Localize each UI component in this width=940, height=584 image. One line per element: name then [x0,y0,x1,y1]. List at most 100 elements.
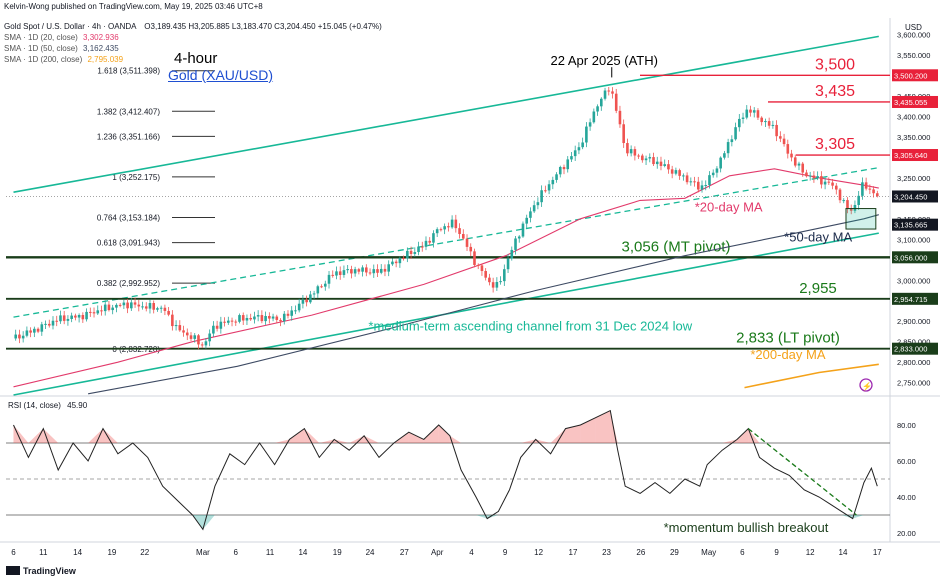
candle-body [208,333,211,342]
price-tag-text: 3,204.450 [894,192,927,201]
candle-body [704,185,708,187]
candle-body [458,228,461,235]
candle-body [726,142,730,154]
candle-body [603,90,607,99]
candle-body [525,217,529,224]
candle-body [793,157,797,166]
time-tick-label: 6 [740,548,745,557]
candle-body [596,106,599,112]
fib-level-label: 0.382 (2,992.952) [97,279,160,288]
candle-body [652,157,655,165]
fib-level-label: 1.618 (3,511.398) [97,67,160,76]
candle-body [372,269,376,274]
candle-body [238,315,241,322]
rsi-line [13,409,878,531]
candle-body [417,246,420,253]
candle-body [294,310,297,312]
tradingview-brand[interactable]: TradingView [6,566,76,576]
rsi-overbought-fill [423,425,439,443]
candle-body [685,175,689,183]
ath-annotation: 22 Apr 2025 (ATH) [551,53,658,68]
candle-body [529,211,532,218]
candle-body [667,164,670,170]
rsi-overbought-fill [449,435,462,443]
rsi-tick-label: 20.00 [897,529,916,538]
candle-body [115,304,118,308]
candle-body [469,246,473,252]
candle-body [55,320,59,322]
candle-body [85,311,88,320]
candle-body [570,156,573,160]
candle-body [156,308,159,310]
level-price-tag [892,342,938,355]
candle-body [286,313,290,316]
candle-body [864,182,868,189]
candle-body [432,233,435,243]
candle-body [70,315,73,319]
candle-body [562,166,566,170]
level-label: 3,435 [815,83,855,100]
time-tick-label: 29 [670,548,679,557]
time-tick-label: 11 [266,548,275,557]
candle-body [439,229,443,231]
rsi-overbought-fill [319,439,335,443]
candle-body [760,117,763,123]
candle-body [379,268,383,273]
candle-body [723,153,726,158]
rsi-overbought-fill [520,439,536,443]
level-label: 3,056 (MT pivot) [622,238,731,255]
candle-body [790,153,793,158]
candle-body [212,325,215,334]
candle-body [103,304,107,312]
time-tick-label: 6 [234,548,239,557]
level-price-tag [892,149,938,162]
candle-body [644,158,648,161]
candle-body [861,182,864,196]
candle-body [607,90,611,92]
candle-body [693,181,696,183]
sma20-legend-value: 3,302.936 [83,33,119,42]
price-tick-label: 3,550.000 [897,51,930,60]
candle-body [443,226,446,230]
candle-body [775,124,778,137]
rsi-tick-label: 60.00 [897,457,916,466]
candle-body [719,157,722,169]
candle-body [838,189,842,201]
level-price-tag-text: 3,435.055 [894,98,927,107]
candle-body [700,185,704,190]
candle-body [327,274,331,284]
time-tick-label: 14 [839,548,848,557]
instrument-title[interactable]: Gold (XAU/USD) [168,67,274,83]
candle-body [189,335,193,339]
level-label: 3,305 [815,136,855,153]
time-tick-label: Apr [431,548,444,557]
candle-body [159,307,163,309]
rsi-overbought-fill [610,410,618,443]
candle-body [316,286,320,294]
candle-body [555,174,558,180]
price-tick-label: 2,750.000 [897,379,930,388]
candle-body [253,316,256,320]
candle-body [532,205,536,212]
candle-body [428,240,432,243]
candle-body [674,170,678,174]
level-price-tag-text: 2,954.715 [894,295,927,304]
price-tick-label: 3,100.000 [897,235,930,244]
channel-annotation: *medium-term ascending channel from 31 D… [368,318,692,333]
candle-body [74,315,77,318]
sma200-annotation: *200-day MA [750,347,825,362]
candle-body [361,267,364,272]
time-tick-label: 12 [534,548,543,557]
rsi-overbought-fill [274,439,290,443]
tradingview-logo-icon [6,566,20,575]
sma50-legend-value: 3,162.435 [83,44,119,53]
candle-body [290,310,294,316]
candle-body [611,91,614,94]
rsi-legend-value: 45.90 [67,401,88,410]
candle-body [260,315,264,322]
candle-body [391,261,394,265]
candle-body [271,316,275,319]
rsi-legend: RSI (14, close) 45.90 [8,401,87,410]
candle-body [174,325,178,327]
